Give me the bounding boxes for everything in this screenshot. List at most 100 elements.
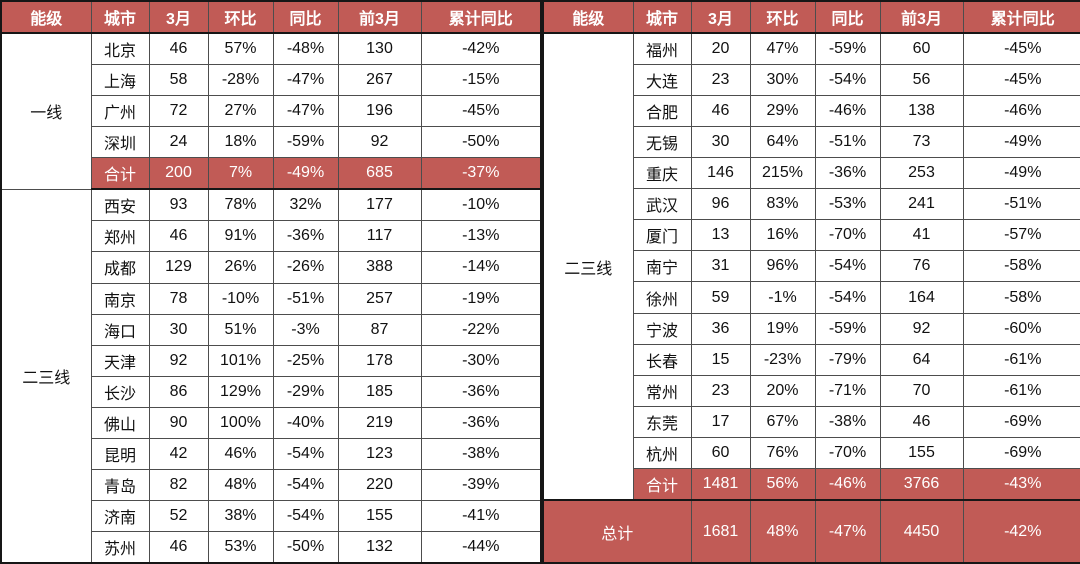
value-cell: 27% bbox=[207, 95, 274, 128]
value-cell: 29% bbox=[749, 95, 816, 128]
value-cell: -60% bbox=[962, 312, 1080, 345]
value-cell: 90 bbox=[148, 406, 209, 439]
value-cell: 76% bbox=[749, 436, 816, 469]
table-row: 无锡 30 64% -51% 73 -49% bbox=[543, 126, 1080, 159]
city-cell: 成都 bbox=[90, 251, 150, 284]
value-cell: 685 bbox=[337, 157, 422, 191]
city-cell: 长沙 bbox=[90, 375, 150, 408]
value-cell: 67% bbox=[749, 405, 816, 438]
value-cell: -49% bbox=[272, 157, 339, 191]
value-cell: 219 bbox=[337, 406, 422, 439]
city-cell: 广州 bbox=[90, 95, 150, 128]
table-row: 东莞 17 67% -38% 46 -69% bbox=[543, 405, 1080, 438]
table-row: 济南 52 38% -54% 155 -41% bbox=[1, 499, 542, 532]
left-header-row: 能级 城市 3月 环比 同比 前3月 累计同比 bbox=[0, 0, 542, 34]
value-cell: -46% bbox=[814, 95, 881, 128]
value-cell: 178 bbox=[337, 344, 422, 377]
value-cell: 100% bbox=[207, 406, 274, 439]
table-row: 合肥 46 29% -46% 138 -46% bbox=[543, 95, 1080, 128]
city-cell: 海口 bbox=[90, 313, 150, 346]
value-cell: -30% bbox=[420, 344, 542, 377]
value-cell: -10% bbox=[207, 282, 274, 315]
table-row: 天津 92 101% -25% 178 -30% bbox=[1, 344, 542, 377]
table-row: 徐州 59 -1% -54% 164 -58% bbox=[543, 281, 1080, 314]
value-cell: 1681 bbox=[690, 499, 751, 564]
value-cell: -42% bbox=[420, 32, 542, 66]
value-cell: -43% bbox=[962, 467, 1080, 501]
value-cell: 23 bbox=[690, 64, 751, 97]
city-cell: 北京 bbox=[90, 32, 150, 66]
value-cell: 83% bbox=[749, 188, 816, 221]
city-cell: 昆明 bbox=[90, 437, 150, 470]
value-cell: -36% bbox=[420, 406, 542, 439]
value-cell: 60 bbox=[879, 32, 964, 66]
city-cell: 长春 bbox=[632, 343, 692, 376]
value-cell: -61% bbox=[962, 343, 1080, 376]
value-cell: 117 bbox=[337, 220, 422, 253]
value-cell: -69% bbox=[962, 405, 1080, 438]
table-row: 重庆 146 215% -36% 253 -49% bbox=[543, 157, 1080, 190]
value-cell: -50% bbox=[420, 126, 542, 159]
value-cell: -70% bbox=[814, 219, 881, 252]
value-cell: 30 bbox=[148, 313, 209, 346]
city-cell: 徐州 bbox=[632, 281, 692, 314]
table-row: 二三线 西安 93 78% 32% 177 -10% bbox=[0, 188, 542, 564]
value-cell: 16% bbox=[749, 219, 816, 252]
value-cell: -45% bbox=[962, 64, 1080, 97]
value-cell: -37% bbox=[420, 157, 542, 191]
city-cell: 佛山 bbox=[90, 406, 150, 439]
total-row: 合计 200 7% -49% 685 -37% bbox=[1, 157, 542, 191]
total-row: 合计 1481 56% -46% 3766 -43% bbox=[543, 467, 1080, 501]
value-cell: -54% bbox=[814, 64, 881, 97]
value-cell: 129% bbox=[207, 375, 274, 408]
value-cell: 59 bbox=[690, 281, 751, 314]
table-row: 南京 78 -10% -51% 257 -19% bbox=[1, 282, 542, 315]
value-cell: -59% bbox=[814, 32, 881, 66]
value-cell: 241 bbox=[879, 188, 964, 221]
value-cell: 23 bbox=[690, 374, 751, 407]
value-cell: 146 bbox=[690, 157, 751, 190]
right-table: 能级 城市 3月 环比 同比 前3月 累计同比 二三线 福州 20 47% -59% 60… bbox=[542, 0, 1080, 564]
city-cell: 大连 bbox=[632, 64, 692, 97]
city-cell: 常州 bbox=[632, 374, 692, 407]
total-label-cell: 合计 bbox=[632, 467, 692, 501]
value-cell: -70% bbox=[814, 436, 881, 469]
value-cell: -25% bbox=[272, 344, 339, 377]
value-cell: -36% bbox=[272, 220, 339, 253]
value-cell: 18% bbox=[207, 126, 274, 159]
value-cell: 56 bbox=[879, 64, 964, 97]
city-cell: 福州 bbox=[632, 32, 692, 66]
value-cell: -36% bbox=[814, 157, 881, 190]
table-row: 一线 北京 46 57% -48% 130 -42% bbox=[0, 32, 542, 190]
value-cell: 155 bbox=[337, 499, 422, 532]
value-cell: -15% bbox=[420, 64, 542, 97]
value-cell: -54% bbox=[272, 499, 339, 532]
value-cell: 13 bbox=[690, 219, 751, 252]
value-cell: 64 bbox=[879, 343, 964, 376]
table-row: 南宁 31 96% -54% 76 -58% bbox=[543, 250, 1080, 283]
header-cell-mom: 环比 bbox=[749, 0, 816, 34]
value-cell: 52 bbox=[148, 499, 209, 532]
value-cell: 30% bbox=[749, 64, 816, 97]
value-cell: -51% bbox=[272, 282, 339, 315]
value-cell: 58 bbox=[148, 64, 209, 97]
value-cell: 60 bbox=[690, 436, 751, 469]
value-cell: -45% bbox=[962, 32, 1080, 66]
value-cell: -58% bbox=[962, 250, 1080, 283]
value-cell: 138 bbox=[879, 95, 964, 128]
value-cell: 220 bbox=[337, 468, 422, 501]
value-cell: 30 bbox=[690, 126, 751, 159]
value-cell: -14% bbox=[420, 251, 542, 284]
value-cell: -41% bbox=[420, 499, 542, 532]
value-cell: -54% bbox=[814, 250, 881, 283]
city-cell: 上海 bbox=[90, 64, 150, 97]
value-cell: -51% bbox=[962, 188, 1080, 221]
value-cell: 257 bbox=[337, 282, 422, 315]
value-cell: 76 bbox=[879, 250, 964, 283]
value-cell: 215% bbox=[749, 157, 816, 190]
value-cell: 132 bbox=[337, 530, 422, 564]
table-row: 常州 23 20% -71% 70 -61% bbox=[543, 374, 1080, 407]
value-cell: -10% bbox=[420, 188, 542, 222]
value-cell: -69% bbox=[962, 436, 1080, 469]
city-cell: 济南 bbox=[90, 499, 150, 532]
